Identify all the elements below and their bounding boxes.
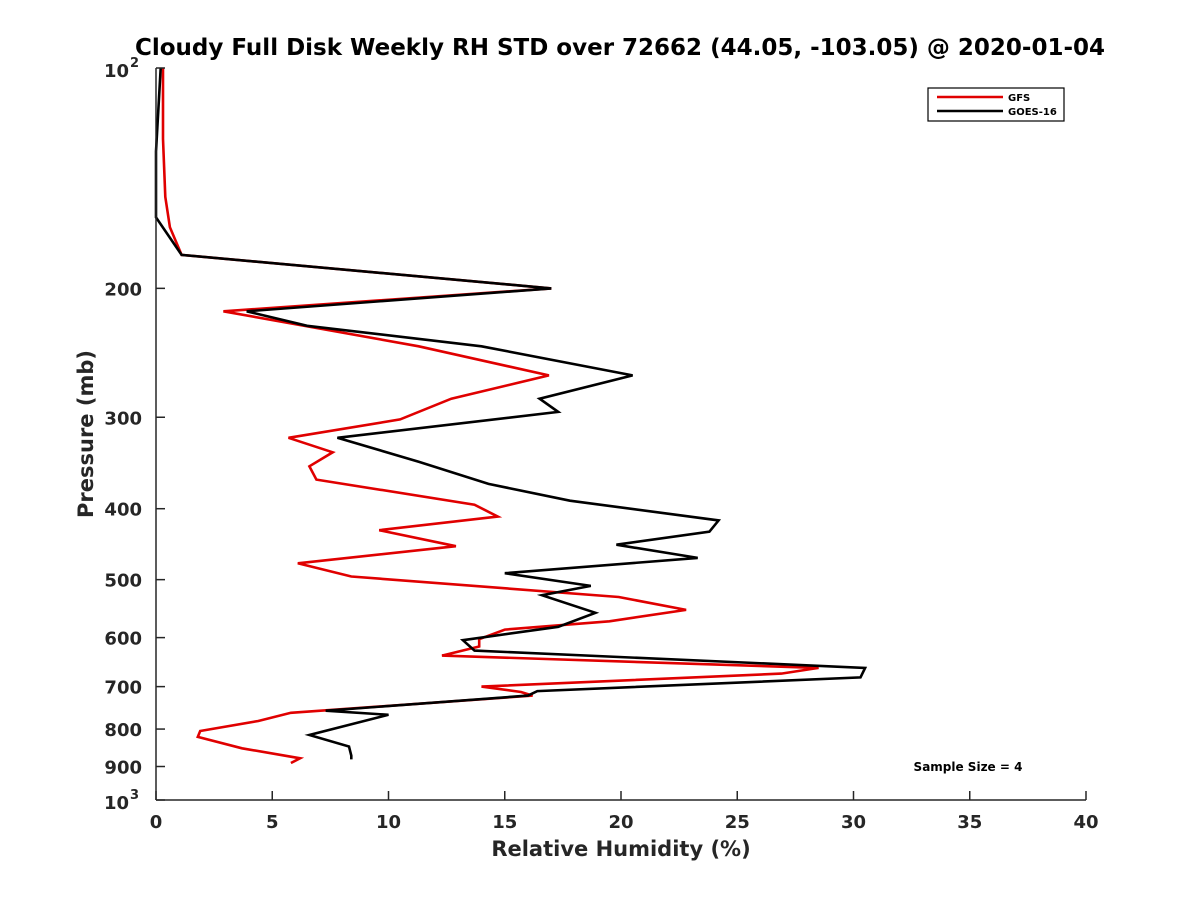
legend-label-goes-16: GOES-16 — [1008, 107, 1057, 118]
sample-size-annotation: Sample Size = 4 — [914, 760, 1023, 774]
y-tick-label-exponent: 2 — [130, 56, 139, 71]
x-tick-label: 30 — [841, 812, 866, 833]
y-tick-label: 200 — [104, 279, 142, 300]
x-axis-label: Relative Humidity (%) — [491, 837, 750, 861]
x-tick-label: 15 — [492, 812, 517, 833]
x-tick-label: 20 — [608, 812, 633, 833]
y-tick-label: 800 — [104, 720, 142, 741]
chart-title: Cloudy Full Disk Weekly RH STD over 7266… — [135, 35, 1105, 61]
y-tick-label: 500 — [104, 571, 142, 592]
x-tick-label: 40 — [1073, 812, 1098, 833]
y-tick-label-exponent: 3 — [130, 788, 139, 803]
series-line-goes-16 — [154, 67, 868, 760]
legend: GFS GOES-16 — [927, 87, 1065, 122]
y-axis-label: Pressure (mb) — [74, 350, 98, 518]
y-tick-label: 600 — [104, 629, 142, 650]
legend-label-gfs: GFS — [1008, 93, 1030, 104]
x-tick-label: 0 — [150, 812, 163, 833]
y-tick-label: 700 — [104, 678, 142, 699]
x-tick-label: 10 — [376, 812, 401, 833]
x-tick-label: 35 — [957, 812, 982, 833]
y-tick-label: 300 — [104, 408, 142, 429]
x-ticks: 0 5 10 15 20 25 30 35 40 — [150, 791, 1099, 833]
series-layer — [154, 67, 868, 765]
y-tick-label: 900 — [104, 758, 142, 779]
y-tick-label: 10 — [104, 61, 129, 82]
x-tick-label: 5 — [266, 812, 279, 833]
legend-box — [927, 87, 1065, 122]
y-tick-label: 10 — [104, 793, 129, 814]
y-tick-label: 400 — [104, 500, 142, 521]
x-tick-label: 25 — [725, 812, 750, 833]
